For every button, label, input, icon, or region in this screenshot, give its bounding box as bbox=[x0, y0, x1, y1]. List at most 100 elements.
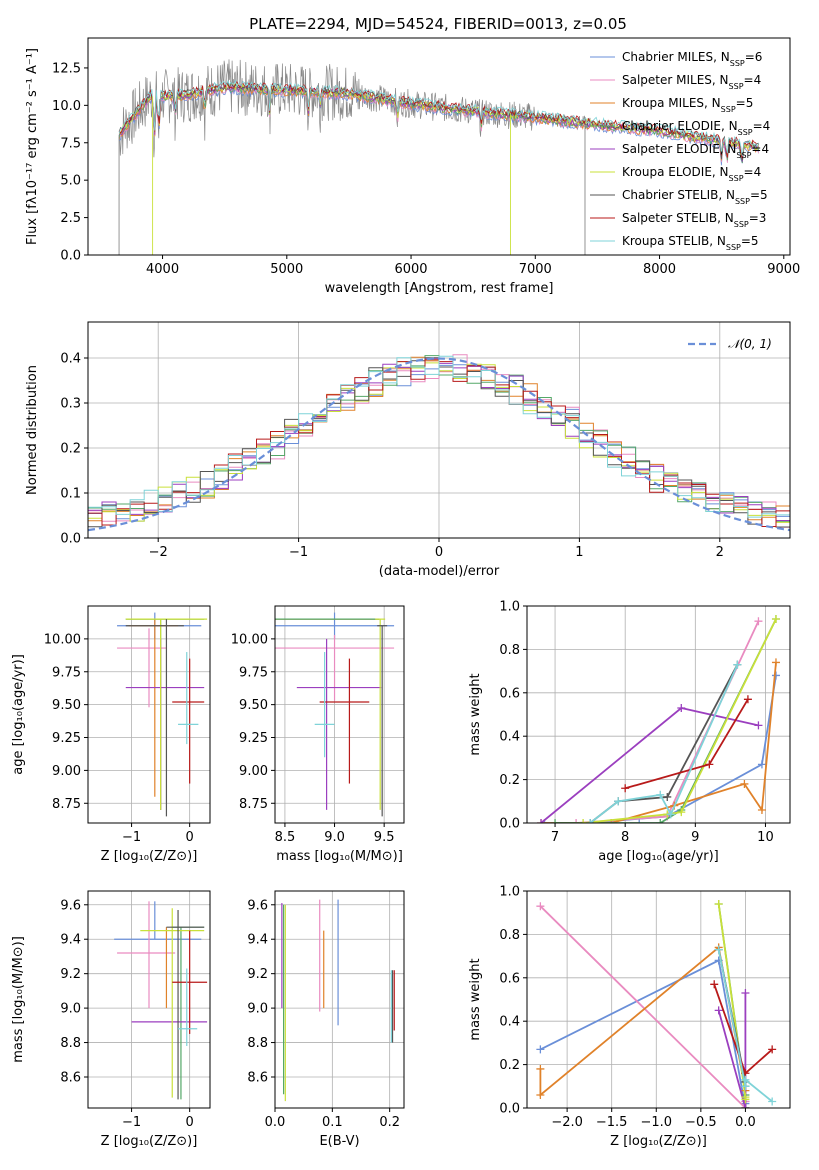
y-tick-label: 8.75 bbox=[239, 797, 268, 812]
y-tick-label: 10.00 bbox=[231, 632, 268, 647]
weight-marker bbox=[677, 703, 686, 712]
x-tick-label: 0.2 bbox=[379, 1115, 400, 1130]
weight-marker bbox=[710, 980, 719, 989]
weight-marker bbox=[714, 900, 723, 909]
histogram-kroupa-stelib bbox=[88, 355, 790, 518]
weight-marker bbox=[579, 819, 588, 823]
weight-marker bbox=[551, 819, 560, 823]
y-axis-label: age [log₁₀(age/yr)] bbox=[11, 654, 26, 775]
y-tick-label: 9.4 bbox=[247, 933, 268, 948]
legend-label: Salpeter STELIB, NSSP=3 bbox=[622, 211, 766, 229]
legend-subscript: SSP bbox=[730, 59, 745, 68]
legend-count: =4 bbox=[744, 165, 762, 179]
legend-label: Salpeter MILES, NSSP=4 bbox=[622, 73, 761, 91]
legend-text: Salpeter ELODIE, N bbox=[622, 142, 736, 156]
legend-subscript: SSP bbox=[735, 197, 750, 206]
x-axis-label: Z [log₁₀(Z/Z⊙)] bbox=[101, 1134, 198, 1149]
y-tick-label: 0.6 bbox=[499, 971, 520, 986]
legend-text: Chabrier MILES, N bbox=[622, 50, 730, 64]
y-tick-label: 0.0 bbox=[60, 249, 81, 264]
y-tick-label: 10.0 bbox=[52, 99, 81, 114]
axes-frame bbox=[87, 890, 211, 1109]
y-tick-label: 9.4 bbox=[60, 933, 81, 948]
y-tick-label: 0.4 bbox=[499, 730, 520, 745]
axes-frame bbox=[87, 605, 211, 824]
weight-line-kroupa-elodie bbox=[583, 618, 777, 823]
x-tick-label: 0.0 bbox=[265, 1115, 286, 1130]
legend-subscript: SSP bbox=[729, 82, 744, 91]
legend-count: =5 bbox=[750, 188, 768, 202]
weight-marker bbox=[666, 810, 675, 819]
x-tick-label: 5000 bbox=[270, 262, 303, 277]
weight-marker bbox=[537, 819, 546, 823]
legend-text: Chabrier STELIB, N bbox=[622, 188, 735, 202]
legend-label: Chabrier MILES, NSSP=6 bbox=[622, 50, 762, 68]
weight-marker bbox=[757, 760, 766, 769]
y-tick-label: 12.5 bbox=[52, 61, 81, 76]
x-tick-label: 8.5 bbox=[275, 830, 296, 845]
weight-marker bbox=[733, 660, 742, 669]
y-axis-label: mass weight bbox=[468, 958, 483, 1040]
weight-marker bbox=[771, 615, 780, 624]
x-tick-label: 8000 bbox=[643, 262, 676, 277]
weight-marker bbox=[741, 988, 750, 997]
x-tick-label: 9.5 bbox=[374, 830, 395, 845]
legend-count: =4 bbox=[751, 142, 769, 156]
x-tick-label: −0.5 bbox=[685, 1115, 717, 1130]
legend-text: Salpeter MILES, N bbox=[622, 73, 729, 87]
x-axis-label: (data-model)/error bbox=[379, 564, 500, 579]
x-tick-label: −1 bbox=[122, 1115, 141, 1130]
y-tick-label: 0.4 bbox=[60, 352, 81, 367]
x-tick-label: 9000 bbox=[767, 262, 800, 277]
y-axis-label: mass [log₁₀(M/M⊙)] bbox=[11, 936, 26, 1063]
weight-marker bbox=[536, 1090, 545, 1099]
legend-count: =5 bbox=[736, 96, 754, 110]
weight-lines bbox=[536, 900, 777, 1108]
age-vs-mass-panel: 8.5 9.0 9.5 8.75 9.00 9.25 9.50 9.75 10.00 mass [… bbox=[231, 605, 405, 864]
legend-label: Salpeter ELODIE, NSSP=4 bbox=[622, 142, 769, 160]
weight-marker bbox=[754, 721, 763, 730]
weight-marker bbox=[677, 808, 686, 817]
model-spectrum-kroupa-stelib bbox=[118, 79, 760, 157]
y-tick-label: 0.8 bbox=[499, 928, 520, 943]
x-tick-label: 6000 bbox=[394, 262, 427, 277]
weight-line-kroupa-miles bbox=[539, 945, 747, 1108]
y-tick-label: 0.8 bbox=[499, 643, 520, 658]
x-axis-label: wavelength [Angstrom, rest frame] bbox=[325, 281, 554, 296]
y-tick-label: 9.50 bbox=[239, 698, 268, 713]
y-tick-label: 1.0 bbox=[499, 600, 520, 615]
legend-text: Kroupa ELODIE, N bbox=[622, 165, 729, 179]
x-tick-label: 0.0 bbox=[735, 1115, 756, 1130]
error-bars bbox=[275, 612, 395, 817]
y-tick-label: 8.75 bbox=[52, 797, 81, 812]
y-tick-label: 9.6 bbox=[247, 898, 268, 913]
y-tick-label: 0.0 bbox=[499, 817, 520, 832]
x-tick-label: 9.0 bbox=[324, 830, 345, 845]
y-tick-label: 2.5 bbox=[60, 211, 81, 226]
weight-lines bbox=[537, 615, 780, 823]
axes-frame bbox=[274, 605, 405, 824]
mass-vs-metallicity-panel: −1 0 8.6 8.8 9.0 9.2 9.4 9.6 Z [log₁₀(Z/Z⊙)] mass… bbox=[11, 890, 211, 1149]
residual-histograms bbox=[88, 354, 790, 532]
model-spectrum-chabrier-elodie bbox=[118, 84, 760, 163]
y-tick-label: 1.0 bbox=[499, 885, 520, 900]
x-tick-label: 10 bbox=[757, 830, 774, 845]
x-tick-label: 7 bbox=[551, 830, 559, 845]
legend-subscript: SSP bbox=[734, 220, 749, 229]
y-tick-label: 9.75 bbox=[239, 665, 268, 680]
x-tick-label: 4000 bbox=[146, 262, 179, 277]
x-tick-label: 9 bbox=[691, 830, 699, 845]
x-tick-label: 7000 bbox=[519, 262, 552, 277]
weight-marker bbox=[768, 1045, 777, 1054]
weight-marker bbox=[771, 671, 780, 680]
x-tick-label: −1.0 bbox=[640, 1115, 672, 1130]
axes-frame bbox=[87, 321, 791, 539]
weight-marker bbox=[741, 1104, 750, 1108]
massweight-vs-age-panel: 7 8 9 10 0.0 0.2 0.4 0.6 0.8 1.0 age [log₁₀(age/yr… bbox=[468, 600, 791, 864]
y-tick-label: 9.25 bbox=[239, 731, 268, 746]
y-axis-label: mass weight bbox=[468, 673, 483, 755]
y-tick-label: 10.00 bbox=[44, 632, 81, 647]
legend-subscript: SSP bbox=[721, 105, 736, 114]
weight-marker bbox=[705, 760, 714, 769]
axes-frame bbox=[526, 890, 791, 1109]
